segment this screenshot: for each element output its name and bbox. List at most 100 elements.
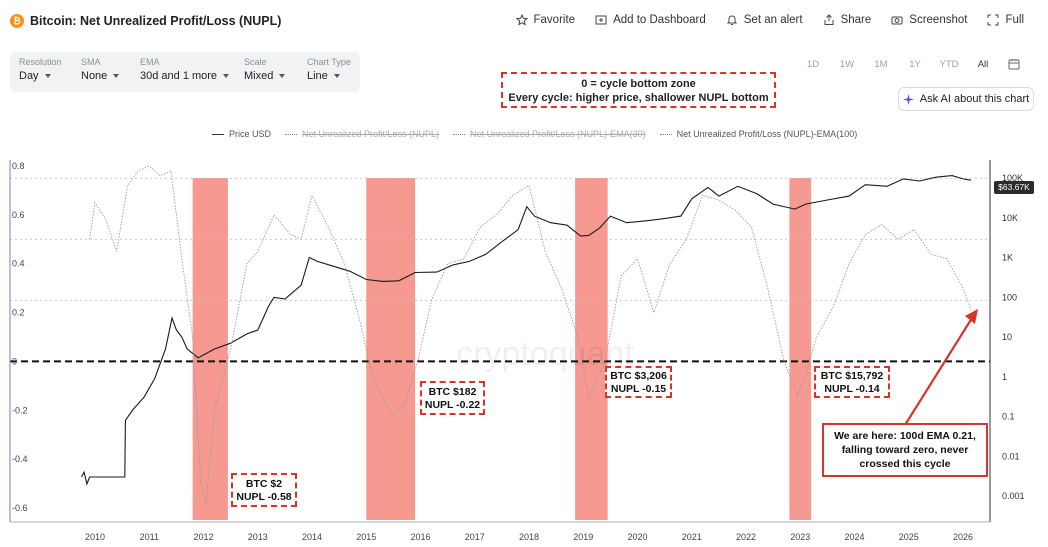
legend-label: Net Unrealized Profit/Loss (NUPL)	[302, 129, 440, 139]
legend-item-nupl[interactable]: Net Unrealized Profit/Loss (NUPL)	[285, 129, 439, 139]
legend-item-nupl-ema100[interactable]: Net Unrealized Profit/Loss (NUPL)-EMA(10…	[659, 129, 857, 139]
x-tick-label: 2026	[953, 532, 973, 542]
annotation-line1: 0 = cycle bottom zone	[581, 78, 696, 90]
right-tick-label: 100	[1002, 292, 1017, 302]
dashboard-icon	[595, 15, 607, 25]
legend-item-price[interactable]: Price USD	[212, 129, 271, 139]
x-tick-label: 2016	[410, 532, 430, 542]
range-1d[interactable]: 1D	[806, 59, 820, 70]
ema-value: 30d and 1 more	[140, 70, 218, 82]
range-selector: 1D 1W 1M 1Y YTD All	[796, 59, 1000, 70]
range-1y[interactable]: 1Y	[909, 59, 921, 70]
callout-nupl: NUPL -0.22	[424, 399, 481, 411]
add-to-dashboard-button[interactable]: Add to Dashboard	[585, 14, 716, 26]
chevron-down-icon	[333, 74, 340, 78]
bottom-zone-0	[192, 178, 228, 520]
bottom-zone-3	[789, 178, 812, 520]
resolution-value: Day	[19, 70, 39, 82]
fullscreen-label: Full	[1005, 14, 1024, 26]
legend-label: Net Unrealized Profit/Loss (NUPL)-EMA(30…	[470, 129, 646, 139]
favorite-button[interactable]: Favorite	[506, 14, 586, 26]
screenshot-label: Screenshot	[909, 14, 968, 26]
we-are-here-line3: crossed this cycle	[859, 458, 951, 470]
screenshot-button[interactable]: Screenshot	[881, 14, 977, 26]
chevron-down-icon	[223, 74, 230, 78]
right-tick-label: 0.001	[1002, 491, 1025, 501]
callout-nupl: NUPL -0.15	[610, 383, 667, 395]
legend-swatch	[285, 133, 298, 135]
sma-value: None	[81, 70, 108, 82]
legend-swatch	[212, 133, 224, 135]
left-tick-label: -0.2	[12, 405, 28, 415]
sma-select[interactable]: SMA None	[81, 57, 120, 82]
set-alert-label: Set an alert	[743, 14, 803, 26]
arrow-head-icon	[965, 309, 978, 324]
resolution-label: Resolution	[19, 57, 62, 67]
left-tick-label: 0.2	[12, 308, 25, 318]
chevron-down-icon	[44, 74, 51, 78]
legend-label: Price USD	[229, 129, 272, 139]
right-tick-label: 0.01	[1002, 451, 1020, 461]
chart-controls: Resolution Day SMA None EMA 30d and 1 mo…	[10, 52, 360, 92]
set-alert-button[interactable]: Set an alert	[716, 14, 813, 26]
x-tick-label: 2013	[248, 532, 268, 542]
x-tick-label: 2017	[465, 532, 485, 542]
annotation-line2: Every cycle: higher price, shallower NUP…	[508, 92, 769, 104]
right-tick-label: 1K	[1002, 253, 1013, 263]
header-actions: Favorite Add to Dashboard Set an alert S…	[506, 14, 1034, 26]
x-tick-label: 2021	[682, 532, 702, 542]
chart-type-select[interactable]: Chart Type Line	[307, 57, 351, 82]
star-icon	[515, 14, 528, 26]
series-nupl-ema100-line	[89, 165, 972, 504]
series-price-line	[80, 175, 972, 486]
legend-item-nupl-ema30[interactable]: Net Unrealized Profit/Loss (NUPL)-EMA(30…	[453, 129, 646, 139]
callout-price: BTC $2	[245, 478, 283, 490]
chart-type-value: Line	[307, 70, 328, 82]
x-tick-label: 2022	[736, 532, 756, 542]
callout-2022: BTC $15,792 NUPL -0.14	[814, 366, 890, 398]
callout-2011: BTC $2 NUPL -0.58	[231, 473, 297, 507]
bitcoin-icon: ₿	[10, 14, 24, 28]
bottom-zone-2	[575, 178, 608, 520]
we-are-here-line2: falling toward zero, never	[841, 444, 969, 456]
resolution-select[interactable]: Resolution Day	[19, 57, 62, 82]
share-button[interactable]: Share	[813, 14, 882, 26]
annotation-cycle-bottom: 0 = cycle bottom zone Every cycle: highe…	[501, 72, 776, 108]
callout-nupl: NUPL -0.58	[236, 491, 292, 503]
bell-icon	[726, 15, 737, 25]
left-tick-label: 0	[12, 356, 17, 366]
sma-label: SMA	[81, 57, 101, 67]
calendar-icon[interactable]	[1008, 58, 1020, 70]
fullscreen-icon	[987, 14, 999, 26]
ema-label: EMA	[140, 57, 160, 67]
x-tick-label: 2025	[899, 532, 919, 542]
range-all[interactable]: All	[977, 59, 989, 70]
share-icon	[824, 14, 834, 25]
ema-select[interactable]: EMA 30d and 1 more	[140, 57, 230, 82]
header: ₿ Bitcoin: Net Unrealized Profit/Loss (N…	[0, 0, 1048, 44]
x-tick-label: 2023	[790, 532, 810, 542]
range-1w[interactable]: 1W	[839, 59, 855, 70]
left-tick-label: -0.4	[12, 454, 28, 464]
watermark: cryptoquant	[456, 335, 634, 373]
scale-label: Scale	[244, 57, 267, 67]
range-1m[interactable]: 1M	[874, 59, 888, 70]
chevron-down-icon	[279, 74, 286, 78]
left-tick-label: 0.4	[12, 259, 25, 269]
ask-ai-label: Ask AI about this chart	[919, 93, 1030, 105]
x-tick-label: 2014	[302, 532, 322, 542]
we-are-here-line1: We are here: 100d EMA 0.21,	[834, 430, 976, 442]
ask-ai-button[interactable]: Ask AI about this chart	[898, 87, 1034, 111]
range-ytd[interactable]: YTD	[939, 59, 959, 70]
x-tick-label: 2018	[519, 532, 539, 542]
scale-select[interactable]: Scale Mixed	[244, 57, 286, 82]
x-tick-label: 2010	[85, 532, 105, 542]
x-tick-label: 2019	[573, 532, 593, 542]
right-tick-label: 0.1	[1002, 412, 1015, 422]
fullscreen-button[interactable]: Full	[977, 14, 1034, 26]
callout-nupl: NUPL -0.14	[824, 383, 880, 395]
left-tick-label: 0.8	[12, 161, 25, 171]
legend-swatch	[659, 133, 672, 135]
legend-swatch	[453, 133, 466, 135]
